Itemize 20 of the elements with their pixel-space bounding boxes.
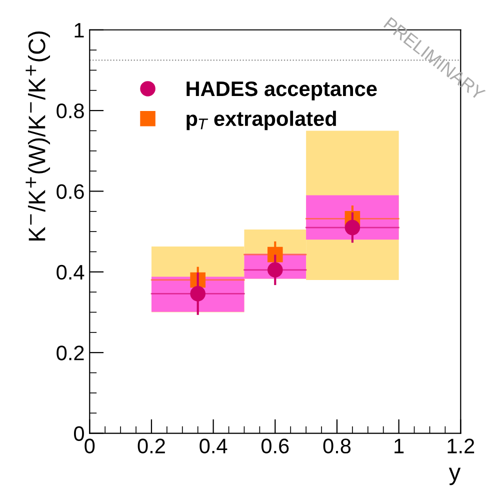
x-tick-label: 1 xyxy=(394,438,404,454)
x-tick-label: 0.2 xyxy=(138,438,165,454)
y-tick-label: 0.4 xyxy=(56,264,84,280)
x-tick-label: 0.6 xyxy=(261,438,289,454)
x-tick-label: 0 xyxy=(84,438,95,454)
y-tick-label: 0 xyxy=(74,426,84,442)
bar xyxy=(306,195,399,240)
text: K$^{−}$/K$^{+}$(W)/K$^{−}$/K$^{+}$(C) xyxy=(26,32,50,240)
legend-label: p$_{T}$ extrapolated xyxy=(186,110,336,130)
y-tick-label: 0.6 xyxy=(56,184,84,199)
legend-label: HADES acceptance xyxy=(186,81,377,100)
x-tick-label: 0.4 xyxy=(200,438,228,454)
x-axis-title: y xyxy=(448,468,461,486)
point xyxy=(344,220,360,236)
x-tick-label: 0.8 xyxy=(323,438,351,454)
point xyxy=(190,286,206,302)
y-tick-label: 1 xyxy=(74,23,84,38)
y-tick-label: 0.2 xyxy=(56,346,84,360)
x-tick-label: 1.2 xyxy=(448,438,474,454)
y-tick-label: 0.8 xyxy=(56,104,84,118)
